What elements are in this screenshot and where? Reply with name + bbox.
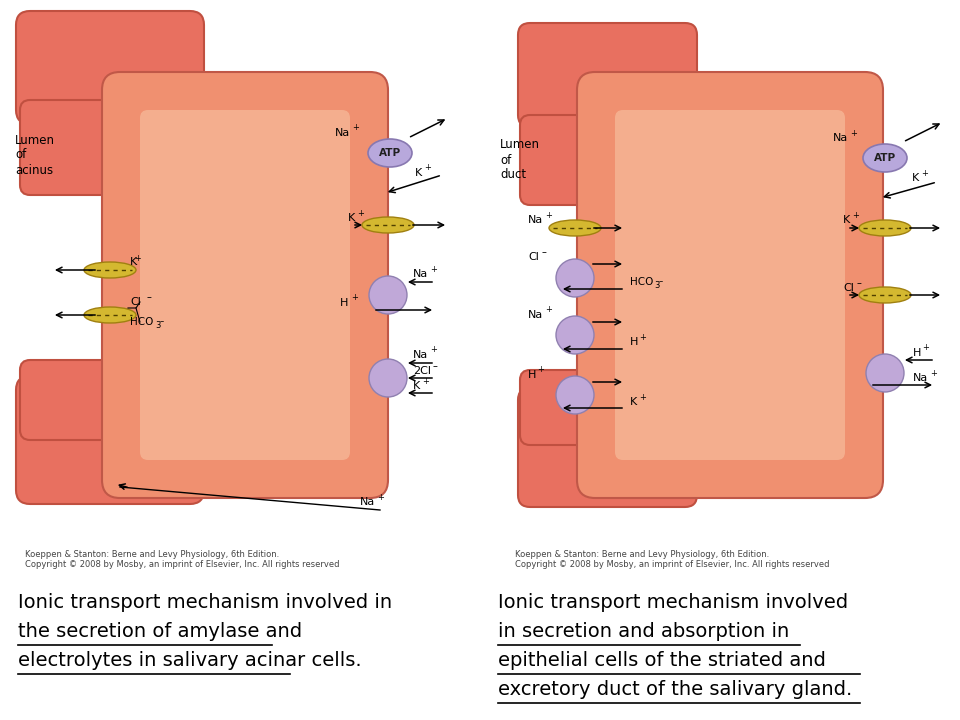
Ellipse shape [859, 287, 911, 303]
Text: +: + [639, 392, 646, 402]
Text: +: + [430, 346, 437, 354]
Ellipse shape [863, 144, 907, 172]
Text: Lumen
of
duct: Lumen of duct [500, 138, 540, 181]
FancyBboxPatch shape [102, 72, 388, 498]
Text: K: K [630, 397, 637, 407]
Text: +: + [424, 163, 431, 173]
Text: HCO: HCO [130, 317, 154, 327]
FancyBboxPatch shape [577, 72, 883, 498]
FancyBboxPatch shape [520, 370, 620, 445]
Text: +: + [930, 369, 937, 377]
Text: +: + [422, 377, 429, 385]
Text: –: – [147, 292, 152, 302]
Text: Koeppen & Stanton: Berne and Levy Physiology, 6th Edition.
Copyright © 2008 by M: Koeppen & Stanton: Berne and Levy Physio… [25, 550, 340, 570]
Text: –: – [542, 247, 547, 257]
Text: Na: Na [413, 350, 428, 360]
Text: –: – [857, 278, 862, 288]
Text: +: + [134, 254, 141, 264]
Text: 3: 3 [155, 322, 160, 330]
Text: ATP: ATP [379, 148, 401, 158]
FancyBboxPatch shape [518, 388, 697, 507]
Text: Cl: Cl [130, 297, 141, 307]
Text: Lumen
of
acinus: Lumen of acinus [15, 133, 55, 176]
Text: Ionic transport mechanism involved in: Ionic transport mechanism involved in [18, 593, 392, 612]
Text: Na: Na [413, 269, 428, 279]
Text: 3: 3 [654, 282, 660, 290]
Text: 2Cl: 2Cl [413, 366, 431, 376]
Ellipse shape [859, 220, 911, 236]
Text: in secretion and absorption in: in secretion and absorption in [498, 622, 789, 641]
FancyBboxPatch shape [140, 110, 350, 460]
Ellipse shape [362, 217, 414, 233]
Text: Na: Na [913, 373, 928, 383]
Text: HCO: HCO [630, 277, 654, 287]
Text: Ionic transport mechanism involved: Ionic transport mechanism involved [498, 593, 848, 612]
Text: H: H [340, 298, 348, 308]
FancyBboxPatch shape [16, 376, 204, 504]
Text: H: H [913, 348, 922, 358]
Text: Na: Na [360, 497, 375, 507]
Text: –: – [160, 318, 164, 326]
FancyBboxPatch shape [520, 115, 620, 205]
Text: epithelial cells of the striated and: epithelial cells of the striated and [498, 651, 826, 670]
Ellipse shape [368, 139, 412, 167]
Text: +: + [922, 343, 929, 353]
FancyBboxPatch shape [20, 360, 130, 440]
Ellipse shape [84, 262, 136, 278]
Text: K: K [843, 215, 851, 225]
Text: H: H [630, 337, 638, 347]
Text: the secretion of amylase and: the secretion of amylase and [18, 622, 302, 641]
Text: Na: Na [528, 310, 543, 320]
Text: K: K [413, 381, 420, 391]
Circle shape [556, 259, 594, 297]
FancyBboxPatch shape [615, 110, 845, 460]
Text: ATP: ATP [874, 153, 896, 163]
Text: Na: Na [833, 133, 849, 143]
Circle shape [556, 376, 594, 414]
Text: Cl: Cl [843, 283, 853, 293]
Text: +: + [537, 366, 544, 374]
Circle shape [866, 354, 904, 392]
Text: +: + [921, 168, 928, 178]
Text: +: + [545, 305, 552, 315]
Circle shape [556, 316, 594, 354]
Text: +: + [352, 124, 359, 132]
Text: excretory duct of the salivary gland.: excretory duct of the salivary gland. [498, 680, 852, 699]
Text: H: H [528, 370, 537, 380]
Text: +: + [545, 210, 552, 220]
Text: K: K [415, 168, 422, 178]
Circle shape [369, 276, 407, 314]
Text: Cl: Cl [528, 252, 539, 262]
Text: +: + [351, 294, 358, 302]
FancyBboxPatch shape [518, 23, 697, 127]
Ellipse shape [84, 307, 136, 323]
Text: electrolytes in salivary acinar cells.: electrolytes in salivary acinar cells. [18, 651, 362, 670]
Text: K: K [348, 213, 355, 223]
Text: Na: Na [528, 215, 543, 225]
Text: K: K [912, 173, 920, 183]
Text: +: + [850, 128, 857, 138]
Text: Koeppen & Stanton: Berne and Levy Physiology, 6th Edition.
Copyright © 2008 by M: Koeppen & Stanton: Berne and Levy Physio… [515, 550, 829, 570]
Text: +: + [852, 210, 859, 220]
Ellipse shape [549, 220, 601, 236]
Text: –: – [659, 277, 663, 287]
Circle shape [369, 359, 407, 397]
Text: Na: Na [335, 128, 350, 138]
Text: +: + [430, 264, 437, 274]
Text: –: – [433, 361, 438, 371]
Text: +: + [357, 209, 364, 217]
Text: K: K [130, 257, 137, 267]
Text: +: + [639, 333, 646, 341]
FancyBboxPatch shape [20, 100, 130, 195]
Text: +: + [377, 492, 384, 502]
FancyBboxPatch shape [16, 11, 204, 124]
